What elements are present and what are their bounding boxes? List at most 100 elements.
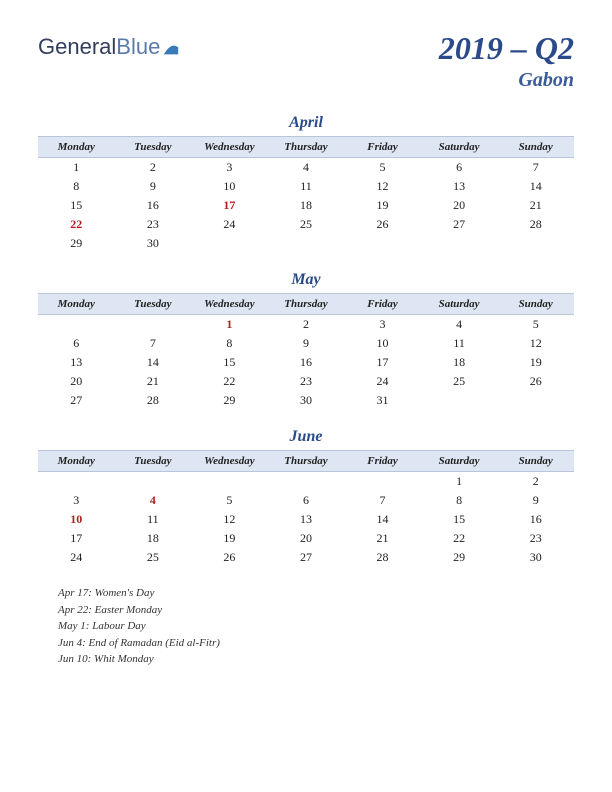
day-cell: 7	[344, 491, 421, 510]
day-header: Thursday	[268, 294, 345, 315]
day-cell: 2	[268, 315, 345, 335]
day-cell: 24	[38, 548, 115, 567]
page-title: 2019 – Q2	[439, 30, 574, 67]
day-header: Sunday	[497, 137, 574, 158]
day-header: Wednesday	[191, 451, 268, 472]
day-cell: 1	[38, 158, 115, 178]
day-header: Saturday	[421, 294, 498, 315]
day-cell: 29	[38, 234, 115, 253]
day-cell: 26	[497, 372, 574, 391]
day-cell	[421, 234, 498, 253]
day-cell: 6	[421, 158, 498, 178]
day-cell: 22	[191, 372, 268, 391]
day-cell: 24	[344, 372, 421, 391]
day-header: Tuesday	[115, 294, 192, 315]
calendar-table: MondayTuesdayWednesdayThursdayFridaySatu…	[38, 450, 574, 567]
months-container: AprilMondayTuesdayWednesdayThursdayFrida…	[38, 114, 574, 567]
day-cell: 7	[497, 158, 574, 178]
logo-swoosh-icon	[162, 38, 180, 56]
day-cell	[497, 391, 574, 410]
day-cell: 5	[191, 491, 268, 510]
day-cell: 20	[38, 372, 115, 391]
day-cell: 8	[421, 491, 498, 510]
day-cell: 28	[115, 391, 192, 410]
day-cell: 27	[268, 548, 345, 567]
day-cell: 16	[497, 510, 574, 529]
day-cell	[268, 234, 345, 253]
calendar-table: MondayTuesdayWednesdayThursdayFridaySatu…	[38, 136, 574, 253]
day-header: Monday	[38, 451, 115, 472]
day-cell: 12	[344, 177, 421, 196]
day-cell: 12	[191, 510, 268, 529]
day-cell: 8	[191, 334, 268, 353]
logo-text-2: Blue	[116, 34, 160, 60]
day-cell: 28	[497, 215, 574, 234]
day-cell	[38, 315, 115, 335]
holiday-item: Apr 22: Easter Monday	[58, 602, 574, 619]
day-header: Saturday	[421, 451, 498, 472]
day-header: Thursday	[268, 451, 345, 472]
day-cell: 22	[38, 215, 115, 234]
day-cell: 17	[38, 529, 115, 548]
day-cell: 14	[115, 353, 192, 372]
day-cell: 26	[344, 215, 421, 234]
title-block: 2019 – Q2 Gabon	[439, 30, 574, 92]
day-header: Friday	[344, 137, 421, 158]
day-cell	[115, 315, 192, 335]
day-cell: 31	[344, 391, 421, 410]
day-cell: 14	[344, 510, 421, 529]
day-header: Sunday	[497, 451, 574, 472]
day-cell: 4	[115, 491, 192, 510]
day-cell: 20	[268, 529, 345, 548]
day-header: Wednesday	[191, 137, 268, 158]
holiday-list: Apr 17: Women's DayApr 22: Easter Monday…	[38, 585, 574, 668]
day-header: Tuesday	[115, 137, 192, 158]
day-cell: 23	[497, 529, 574, 548]
day-cell: 3	[344, 315, 421, 335]
day-cell: 3	[38, 491, 115, 510]
header: GeneralBlue 2019 – Q2 Gabon	[38, 30, 574, 92]
day-cell: 28	[344, 548, 421, 567]
day-cell: 24	[191, 215, 268, 234]
day-cell: 27	[421, 215, 498, 234]
day-cell	[421, 391, 498, 410]
day-cell: 21	[344, 529, 421, 548]
day-cell: 29	[421, 548, 498, 567]
day-cell	[344, 472, 421, 492]
day-cell: 6	[38, 334, 115, 353]
day-cell: 14	[497, 177, 574, 196]
day-cell	[191, 234, 268, 253]
day-header: Friday	[344, 294, 421, 315]
day-header: Friday	[344, 451, 421, 472]
day-cell: 17	[344, 353, 421, 372]
day-cell: 16	[268, 353, 345, 372]
day-cell: 11	[115, 510, 192, 529]
day-cell: 30	[497, 548, 574, 567]
day-cell: 1	[421, 472, 498, 492]
holiday-item: Jun 4: End of Ramadan (Eid al-Fitr)	[58, 635, 574, 652]
day-cell: 30	[268, 391, 345, 410]
day-cell: 13	[268, 510, 345, 529]
day-cell: 3	[191, 158, 268, 178]
month-name: April	[38, 114, 574, 132]
day-cell: 10	[191, 177, 268, 196]
day-cell: 10	[344, 334, 421, 353]
day-cell: 26	[191, 548, 268, 567]
day-cell	[115, 472, 192, 492]
day-cell: 10	[38, 510, 115, 529]
day-cell: 29	[191, 391, 268, 410]
day-cell	[344, 234, 421, 253]
day-cell: 7	[115, 334, 192, 353]
holiday-item: Apr 17: Women's Day	[58, 585, 574, 602]
day-cell: 4	[421, 315, 498, 335]
day-header: Tuesday	[115, 451, 192, 472]
day-header: Saturday	[421, 137, 498, 158]
day-cell: 4	[268, 158, 345, 178]
month-name: June	[38, 428, 574, 446]
day-cell: 22	[421, 529, 498, 548]
day-cell: 21	[497, 196, 574, 215]
day-cell	[497, 234, 574, 253]
month-block: June MondayTuesdayWednesdayThursdayFriday…	[38, 428, 574, 567]
day-header: Thursday	[268, 137, 345, 158]
logo-text-1: General	[38, 34, 116, 60]
